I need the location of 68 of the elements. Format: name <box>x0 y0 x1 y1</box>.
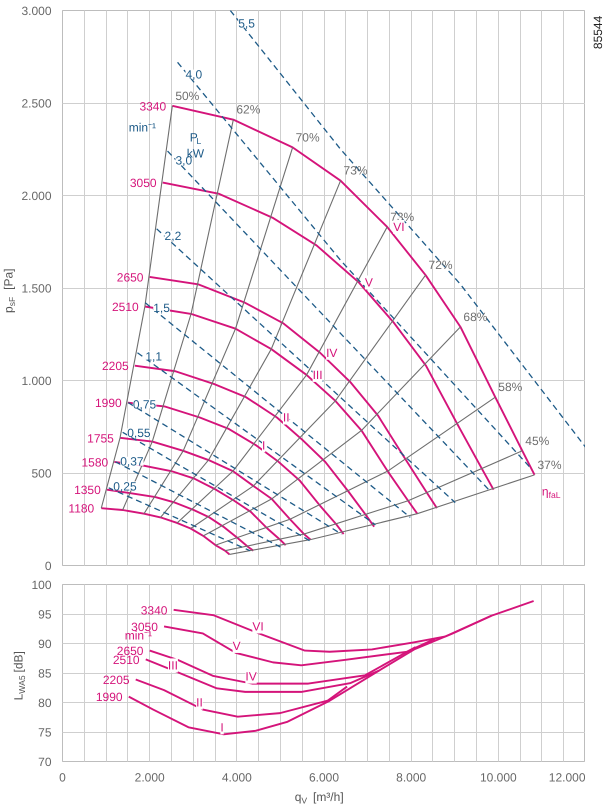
series-label: 2510 <box>112 300 140 314</box>
annotation: VI <box>252 619 264 634</box>
annotation: I <box>262 438 266 452</box>
x-tick-label: 0 <box>59 770 66 784</box>
y-tick-label: 500 <box>31 466 52 480</box>
series-label: 1990 <box>94 396 122 410</box>
annotation: II <box>196 696 203 710</box>
series-label: 1350 <box>74 483 102 498</box>
series-label: 45% <box>525 434 550 448</box>
series-label: 1580 <box>81 455 109 470</box>
series-label: 50% <box>175 88 200 103</box>
series-label: 1,5 <box>153 300 170 315</box>
x-tick-label: 4.000 <box>222 770 252 784</box>
annotation: min⁻¹ <box>128 120 156 134</box>
x-tick-label: 8.000 <box>396 770 427 784</box>
annotation: VI <box>393 220 405 234</box>
y-tick-label: 1.000 <box>21 374 52 388</box>
y-tick-label: 0 <box>44 559 52 573</box>
x-tick-label: 10.000 <box>480 770 518 784</box>
text: 85544 <box>591 15 605 50</box>
y-tick-label: 90 <box>38 637 52 651</box>
annotation: IV <box>245 670 257 684</box>
series-label: 3340 <box>140 603 168 618</box>
annotation: II <box>282 410 290 424</box>
series-label: 1990 <box>96 690 123 704</box>
series-label: 37% <box>538 458 562 472</box>
y-tick-label: 3.000 <box>21 4 52 18</box>
y-axis-title: LWA5 [dB] <box>12 651 28 700</box>
series-label: 3050 <box>130 176 157 190</box>
annotation: I <box>220 720 224 734</box>
y-tick-label: 85 <box>38 666 52 680</box>
series-label: 73% <box>344 164 368 178</box>
series-label: 2205 <box>102 359 129 374</box>
series-label: 5,5 <box>238 16 256 31</box>
y-tick-label: 100 <box>31 578 52 592</box>
series-label: 70% <box>296 130 320 144</box>
series-label: 0,55 <box>127 426 151 440</box>
y-tick-label: 95 <box>38 608 52 622</box>
y-tick-label: 80 <box>38 696 52 710</box>
annotation: III <box>168 658 178 672</box>
series-label: 0,25 <box>113 479 137 494</box>
series-label: 68% <box>463 310 488 324</box>
y-tick-label: 2.000 <box>21 189 52 203</box>
annotation: IV <box>326 346 338 360</box>
y-axis-title: psF [Pa] <box>2 268 18 313</box>
series-label: 1755 <box>87 431 114 446</box>
x-tick-label: 6.000 <box>308 770 340 784</box>
series-label: 72% <box>428 258 453 272</box>
annotation: V <box>232 638 241 653</box>
series-label: 3340 <box>139 99 166 114</box>
x-tick-label: 12.000 <box>548 770 586 784</box>
y-tick-label: 75 <box>38 726 52 740</box>
series-label: 2650 <box>116 270 144 284</box>
series-label: 0,37 <box>120 454 144 469</box>
series-label: 58% <box>498 380 523 394</box>
series-label: 4,0 <box>185 68 202 82</box>
series-label: 1180 <box>68 502 95 516</box>
series-label: 2,2 <box>164 228 182 243</box>
y-tick-label: 2.500 <box>21 96 52 110</box>
y-tick-label: 70 <box>38 755 52 769</box>
series-label: 62% <box>236 102 261 117</box>
series-label: 0,75 <box>132 397 157 412</box>
y-tick-label: 1.500 <box>21 282 52 296</box>
series-label: 1,1 <box>145 349 162 364</box>
annotation: V <box>364 275 373 290</box>
annotation: III <box>312 368 323 382</box>
x-tick-label: 2.000 <box>134 770 166 784</box>
series-label: 2205 <box>102 672 130 687</box>
